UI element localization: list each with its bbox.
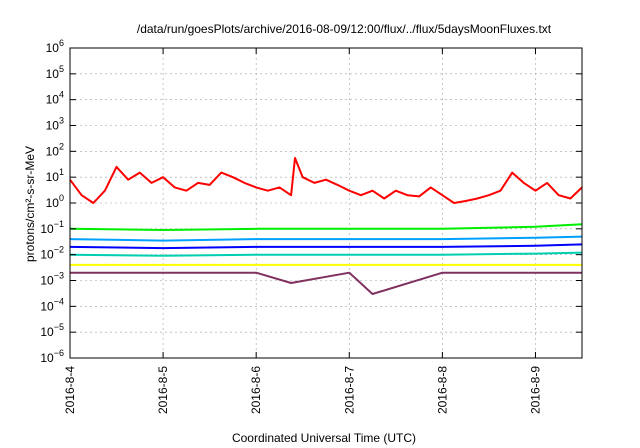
x-tick-label: 2016-8-6 [249, 366, 263, 414]
chart-title: /data/run/goesPlots/archive/2016-08-09/1… [137, 22, 552, 36]
y-tick-label: 105 [46, 64, 64, 81]
series-line-4 [69, 243, 583, 250]
x-axis-label: Coordinated Universal Time (UTC) [232, 431, 416, 445]
series-line-3 [69, 235, 583, 242]
y-tick-label: 10−3 [40, 271, 64, 288]
x-tick-label: 2016-8-7 [342, 366, 356, 414]
series-line-7 [70, 271, 582, 295]
x-axis: 2016-8-4 2016-8-5 2016-8-6 2016-8-7 2016-8-8… [63, 48, 542, 414]
x-tick-label: 2016-8-8 [435, 366, 449, 414]
grid [70, 48, 582, 358]
y-tick-label: 104 [46, 90, 64, 107]
y-tick-label: 100 [46, 193, 64, 210]
y-tick-label: 106 [46, 38, 64, 55]
y-tick-label: 10−2 [40, 245, 64, 262]
y-axis-label: protons/cm²-s-sr-MeV [23, 146, 37, 262]
y-tick-label: 10−4 [40, 296, 64, 313]
series-line-2 [69, 223, 583, 231]
y-tick-label: 10−6 [40, 348, 64, 365]
x-tick-label: 2016-8-4 [63, 366, 77, 414]
y-tick-label: 10−1 [40, 219, 64, 236]
x-tick-label: 2016-8-5 [156, 366, 170, 414]
series-layer [69, 157, 583, 295]
x-tick-label: 2016-8-9 [528, 366, 542, 414]
y-tick-label: 102 [46, 141, 64, 158]
y-tick-label: 101 [46, 167, 64, 184]
series-line-1 [69, 157, 583, 204]
y-tick-label: 10−5 [40, 322, 64, 339]
y-axis: 10−6 10−5 10−4 10−3 10−2 10−1 100 101 102 103 104 1… [40, 38, 582, 365]
series-line-5 [69, 251, 583, 257]
y-tick-label: 103 [46, 116, 64, 133]
